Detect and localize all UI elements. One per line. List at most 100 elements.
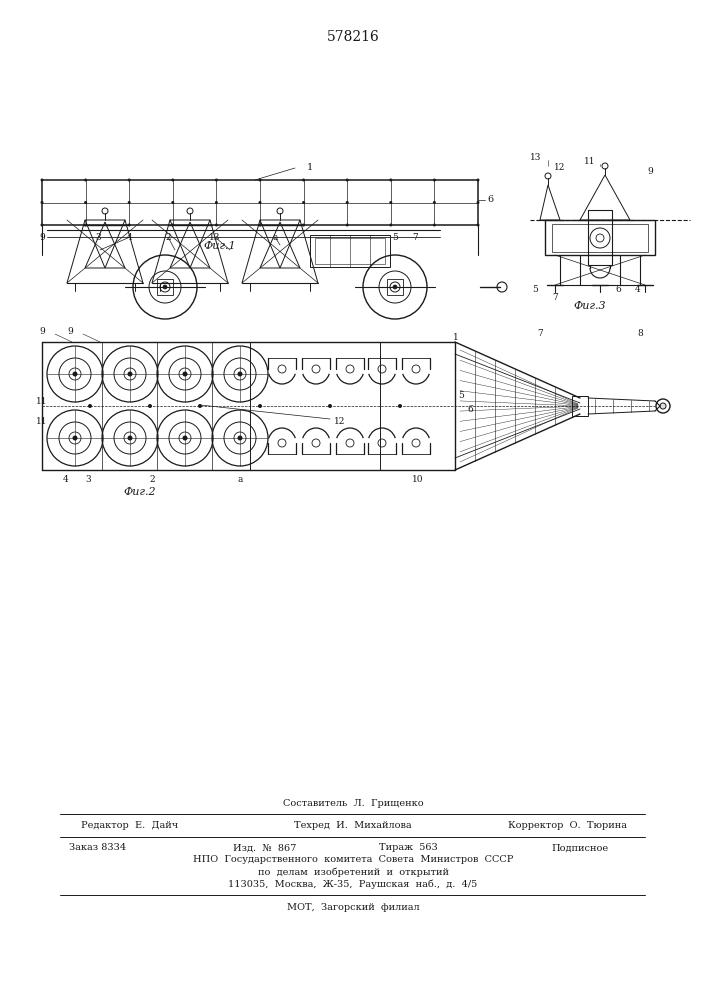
Circle shape xyxy=(390,224,392,227)
Text: 9: 9 xyxy=(647,167,653,176)
Circle shape xyxy=(477,201,479,204)
Bar xyxy=(387,279,403,295)
Circle shape xyxy=(84,201,87,204)
Text: 3: 3 xyxy=(85,476,90,485)
Text: 7: 7 xyxy=(412,233,418,242)
Text: 7: 7 xyxy=(537,330,543,338)
Circle shape xyxy=(477,224,479,227)
Circle shape xyxy=(238,436,243,440)
Circle shape xyxy=(128,201,131,204)
Text: Подписное: Подписное xyxy=(551,844,609,852)
Bar xyxy=(552,224,648,252)
Circle shape xyxy=(171,201,175,204)
Circle shape xyxy=(259,224,262,227)
Circle shape xyxy=(433,178,436,182)
Circle shape xyxy=(477,178,479,182)
Circle shape xyxy=(393,285,397,289)
Text: Заказ 8334: Заказ 8334 xyxy=(69,844,127,852)
Circle shape xyxy=(390,178,392,182)
Circle shape xyxy=(258,404,262,408)
Text: 11: 11 xyxy=(36,418,48,426)
Text: 578216: 578216 xyxy=(327,30,380,44)
Bar xyxy=(315,238,385,264)
Circle shape xyxy=(171,224,175,227)
Circle shape xyxy=(84,224,87,227)
Text: 9: 9 xyxy=(39,328,45,336)
Text: 4: 4 xyxy=(127,233,133,242)
Circle shape xyxy=(390,201,392,204)
Bar xyxy=(572,396,588,416)
Bar xyxy=(310,235,390,267)
Text: 4: 4 xyxy=(63,476,69,485)
Circle shape xyxy=(660,403,666,409)
Circle shape xyxy=(238,371,243,376)
Circle shape xyxy=(433,201,436,204)
Circle shape xyxy=(127,436,132,440)
Bar xyxy=(157,279,173,295)
Text: Техред  И.  Михайлова: Техред И. Михайлова xyxy=(294,820,411,830)
Text: 4: 4 xyxy=(635,286,641,294)
Text: 5: 5 xyxy=(458,391,464,400)
Text: 7: 7 xyxy=(552,294,558,302)
Circle shape xyxy=(259,201,262,204)
Circle shape xyxy=(171,178,175,182)
Text: НПО  Государственного  комитета  Совета  Министров  СССР: НПО Государственного комитета Совета Мин… xyxy=(193,856,513,864)
Circle shape xyxy=(346,201,349,204)
Text: 1: 1 xyxy=(453,332,459,342)
Text: Изд.  №  867: Изд. № 867 xyxy=(233,844,297,852)
Text: 5: 5 xyxy=(392,233,398,242)
Text: 2: 2 xyxy=(149,476,155,485)
Circle shape xyxy=(163,285,167,289)
Circle shape xyxy=(433,224,436,227)
Text: Фиг.1: Фиг.1 xyxy=(204,241,236,251)
Text: 6: 6 xyxy=(615,286,621,294)
Circle shape xyxy=(302,224,305,227)
Circle shape xyxy=(346,178,349,182)
Text: Составитель  Л.  Грищенко: Составитель Л. Грищенко xyxy=(283,800,423,808)
Circle shape xyxy=(127,371,132,376)
Text: Корректор  О.  Тюрина: Корректор О. Тюрина xyxy=(508,820,628,830)
Text: 9: 9 xyxy=(39,233,45,242)
Circle shape xyxy=(128,178,131,182)
Bar xyxy=(588,210,612,265)
Circle shape xyxy=(328,404,332,408)
Circle shape xyxy=(302,201,305,204)
Text: 11: 11 xyxy=(36,396,48,406)
Circle shape xyxy=(73,436,78,440)
Text: 13: 13 xyxy=(209,233,221,242)
Text: 9: 9 xyxy=(67,328,73,336)
Circle shape xyxy=(73,371,78,376)
Text: a: a xyxy=(238,476,243,485)
Text: 13: 13 xyxy=(530,153,542,162)
Circle shape xyxy=(84,178,87,182)
Text: 10: 10 xyxy=(412,476,423,485)
Circle shape xyxy=(198,404,202,408)
Bar xyxy=(545,220,655,255)
Circle shape xyxy=(40,224,44,227)
Text: 8: 8 xyxy=(637,330,643,338)
Circle shape xyxy=(302,178,305,182)
Circle shape xyxy=(215,201,218,204)
Circle shape xyxy=(88,404,92,408)
Text: 1: 1 xyxy=(307,162,313,172)
Text: 3: 3 xyxy=(95,233,101,242)
Text: 113035,  Москва,  Ж-35,  Раушская  наб.,  д.  4/5: 113035, Москва, Ж-35, Раушская наб., д. … xyxy=(228,879,478,889)
Circle shape xyxy=(182,436,187,440)
Circle shape xyxy=(182,371,187,376)
Text: 5: 5 xyxy=(532,286,538,294)
Circle shape xyxy=(128,224,131,227)
Text: 6: 6 xyxy=(487,196,493,205)
Circle shape xyxy=(398,404,402,408)
Text: Фиг.3: Фиг.3 xyxy=(573,301,607,311)
Text: 12: 12 xyxy=(334,416,346,426)
Circle shape xyxy=(148,404,152,408)
Text: Фиг.2: Фиг.2 xyxy=(124,487,156,497)
Circle shape xyxy=(215,224,218,227)
Circle shape xyxy=(40,201,44,204)
Text: a: a xyxy=(272,233,278,242)
Text: Тираж  563: Тираж 563 xyxy=(379,844,438,852)
Circle shape xyxy=(40,178,44,182)
Text: по  делам  изобретений  и  открытий: по делам изобретений и открытий xyxy=(257,867,448,877)
Circle shape xyxy=(259,178,262,182)
Text: МОТ,  Загорский  филиал: МОТ, Загорский филиал xyxy=(286,902,419,912)
